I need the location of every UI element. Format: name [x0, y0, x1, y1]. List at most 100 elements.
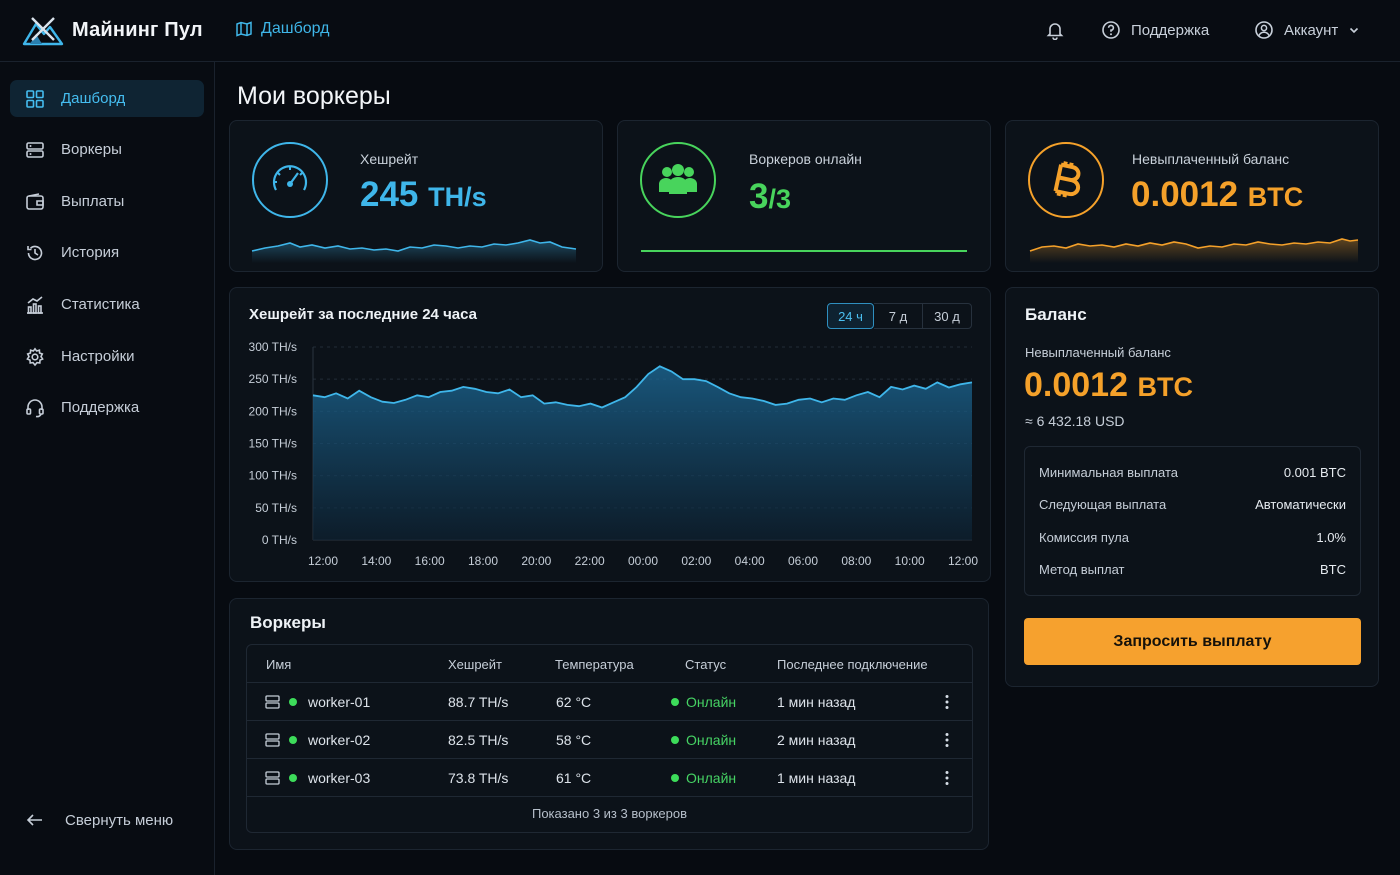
range-30d-button[interactable]: 30 д	[922, 303, 972, 329]
balance-usd: ≈ 6 432.18 USD	[1025, 413, 1125, 429]
worker-last-seen: 2 мин назад	[777, 732, 856, 748]
more-vertical-icon[interactable]	[944, 732, 950, 748]
sidebar-item-settings[interactable]: Настройки	[10, 338, 204, 375]
column-last-seen[interactable]: Последнее подключение	[777, 657, 928, 672]
support-link[interactable]: Поддержка	[1101, 20, 1209, 40]
hashrate-unit: TH/s	[428, 182, 487, 212]
mountain-pickaxe-icon	[22, 17, 64, 46]
collapse-menu-button[interactable]: Свернуть меню	[25, 810, 173, 830]
column-temperature[interactable]: Температура	[555, 657, 634, 672]
x-tick-label: 06:00	[788, 554, 818, 568]
x-tick-label: 14:00	[361, 554, 391, 568]
column-name[interactable]: Имя	[266, 657, 292, 672]
worker-name: worker-01	[308, 694, 371, 710]
table-row[interactable]: worker-01 88.7 TH/s 62 °C Онлайн 1 мин н…	[247, 683, 972, 721]
server-icon	[26, 141, 44, 158]
arrow-left-icon	[26, 814, 42, 826]
payout-row-min: Минимальная выплата 0.001 BTC	[1039, 465, 1346, 480]
table-row[interactable]: worker-02 82.5 TH/s 58 °C Онлайн 2 мин н…	[247, 721, 972, 759]
workers-title: Воркеры	[250, 613, 326, 632]
unpaid-number: 0.0012	[1131, 175, 1239, 214]
range-24h-button[interactable]: 24 ч	[827, 303, 874, 329]
y-tick-label: 0 TH/s	[262, 533, 297, 547]
x-tick-label: 02:00	[681, 554, 711, 568]
x-tick-label: 22:00	[575, 554, 605, 568]
hashrate-chart-card: Хешрейт за последние 24 часа 24 ч 7 д 30…	[229, 287, 991, 582]
workers-icon-circle	[640, 142, 716, 218]
server-icon	[265, 733, 280, 747]
x-tick-label: 18:00	[468, 554, 498, 568]
y-tick-label: 50 TH/s	[255, 501, 297, 515]
worker-name: worker-03	[308, 770, 371, 786]
sidebar-item-label: Дашборд	[61, 90, 126, 107]
unpaid-sparkline	[1029, 238, 1359, 263]
sidebar-item-label: Воркеры	[61, 141, 122, 158]
hashrate-area	[313, 366, 972, 540]
hashrate-icon-circle	[252, 142, 328, 218]
workers-table: Имя Хешрейт Температура Статус Последнее…	[246, 644, 973, 833]
workers-online-count: 3	[749, 177, 769, 216]
status-dot	[671, 698, 679, 706]
x-tick-label: 16:00	[415, 554, 445, 568]
workers-online-value: 3/3	[749, 177, 791, 217]
column-hashrate[interactable]: Хешрейт	[448, 657, 503, 672]
balance-unit: BTC	[1137, 372, 1193, 402]
table-row[interactable]: worker-03 73.8 TH/s 61 °C Онлайн 1 мин н…	[247, 759, 972, 797]
hashrate-line	[312, 365, 973, 409]
sidebar-item-payouts[interactable]: Выплаты	[10, 183, 204, 220]
account-menu[interactable]: Аккаунт	[1254, 20, 1360, 40]
hashrate-label: Хешрейт	[360, 151, 419, 167]
worker-temperature: 62 °C	[556, 694, 592, 710]
sidebar-item-history[interactable]: История	[10, 234, 204, 271]
sidebar-item-dashboard[interactable]: Дашборд	[10, 80, 204, 117]
payout-row-method: Метод выплат BTC	[1039, 562, 1346, 577]
payout-row-label: Минимальная выплата	[1039, 465, 1178, 480]
worker-last-seen: 1 мин назад	[777, 694, 856, 710]
bitcoin-icon	[1053, 161, 1081, 198]
worker-temperature: 61 °C	[556, 770, 592, 786]
sidebar-item-workers[interactable]: Воркеры	[10, 131, 204, 168]
workers-online-card: Воркеров онлайн 3/3	[617, 120, 991, 272]
collapse-menu-label: Свернуть меню	[65, 811, 174, 829]
more-vertical-icon[interactable]	[944, 770, 950, 786]
table-header: Имя Хешрейт Температура Статус Последнее…	[247, 645, 972, 683]
notifications-button[interactable]	[1045, 20, 1065, 40]
more-vertical-icon[interactable]	[944, 694, 950, 710]
status-dot	[671, 774, 679, 782]
logo[interactable]: Майнинг Пул	[22, 14, 203, 46]
balance-number: 0.0012	[1024, 366, 1128, 404]
range-7d-button[interactable]: 7 д	[874, 303, 922, 329]
request-payout-button[interactable]: Запросить выплату	[1024, 618, 1361, 665]
hashrate-sparkline	[251, 239, 577, 263]
stats-icon	[27, 295, 43, 314]
payout-row-label: Комиссия пула	[1039, 530, 1129, 545]
worker-name: worker-02	[308, 732, 371, 748]
bitcoin-icon-circle	[1028, 142, 1104, 218]
support-label: Поддержка	[1131, 21, 1210, 39]
sidebar-item-support[interactable]: Поддержка	[10, 389, 204, 426]
sidebar-item-statistics[interactable]: Статистика	[10, 286, 204, 323]
history-icon	[27, 245, 43, 260]
workers-online-label: Воркеров онлайн	[749, 151, 862, 167]
payout-row-value: 0.001 BTC	[1283, 465, 1346, 480]
wallet-icon	[26, 192, 44, 210]
column-status[interactable]: Статус	[685, 657, 727, 672]
payout-row-fee: Комиссия пула 1.0%	[1039, 530, 1346, 545]
payout-row-label: Следующая выплата	[1039, 497, 1167, 512]
x-tick-label: 12:00	[308, 554, 338, 568]
app-name: Майнинг Пул	[72, 18, 203, 41]
chevron-down-icon	[1350, 27, 1359, 34]
workers-online-total: /3	[768, 184, 791, 214]
x-tick-label: 00:00	[628, 554, 658, 568]
workers-online-progress	[641, 250, 967, 252]
sidebar-item-label: История	[61, 244, 120, 261]
worker-status: Онлайн	[686, 732, 737, 748]
hashrate-card: Хешрейт 245 TH/s	[229, 120, 603, 272]
balance-value: 0.0012 BTC	[1024, 366, 1193, 405]
speedometer-icon	[272, 165, 308, 191]
sidebar-item-label: Статистика	[61, 296, 140, 313]
breadcrumb[interactable]: Дашборд	[236, 20, 330, 38]
y-tick-label: 300 TH/s	[249, 340, 297, 354]
payout-row-value: BTC	[1320, 562, 1346, 577]
unpaid-value: 0.0012 BTC	[1131, 175, 1303, 215]
